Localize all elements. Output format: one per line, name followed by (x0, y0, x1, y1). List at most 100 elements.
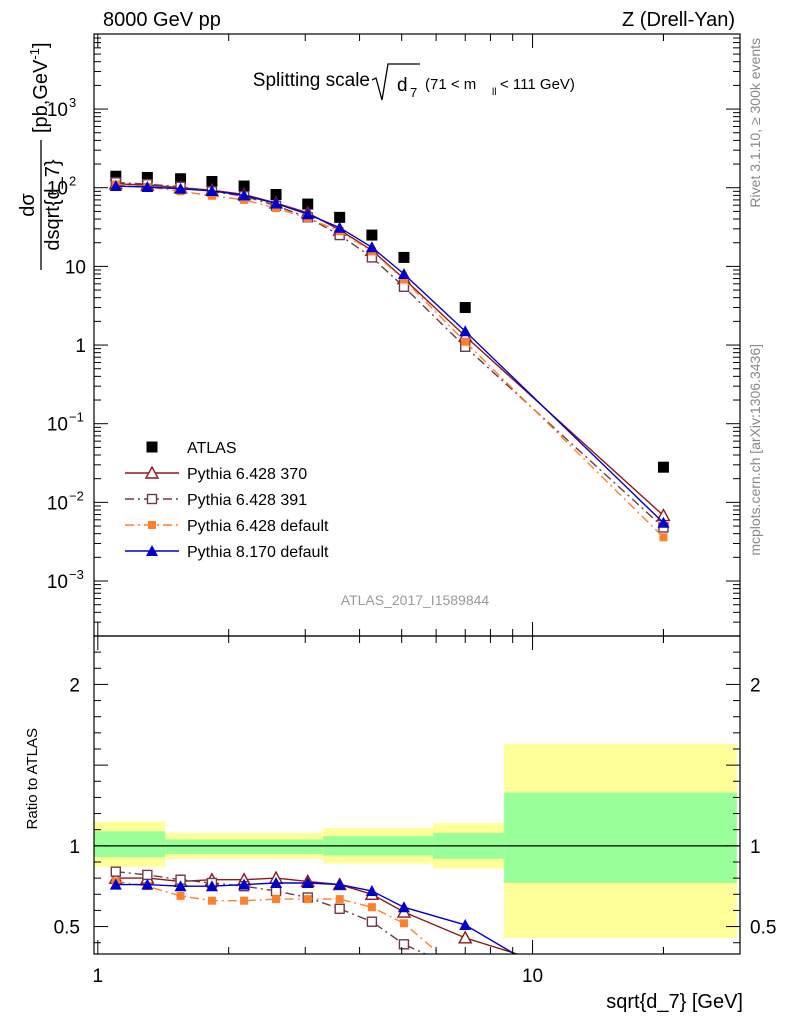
point-atlas-7 (334, 211, 346, 223)
xlabel: sqrt{d_7} [GeV] (606, 991, 743, 1013)
point-py8def-3 (205, 184, 218, 196)
ratio-point-py8def-0 (109, 878, 122, 890)
main-ytick-exp-0: −3 (69, 567, 84, 582)
main-ytick-label-2: 10 (47, 415, 68, 436)
point-py8def-6 (301, 208, 314, 220)
title-sqrt-sub: 7 (410, 85, 417, 100)
series-line-py370 (115, 183, 664, 517)
ratio-point-py8def-4 (238, 878, 251, 890)
ratio-axes: 1 10 0.5 0.5 1 1 2 2 (54, 635, 776, 987)
legend-marker-atlas (146, 441, 158, 453)
main-series-layer (108, 170, 671, 542)
point-py8def-0 (109, 180, 122, 192)
point-py8def-7 (333, 221, 346, 233)
point-py8def-5 (270, 197, 283, 209)
ratio-ytick-label-right-1: 1 (750, 837, 761, 858)
ratio-ytick-label-left-2: 2 (69, 675, 80, 696)
ratio-series-py370 (108, 870, 520, 954)
legend-label-py8def: Pythia 8.170 default (187, 544, 329, 561)
title-cut-open: (71 < m (425, 76, 476, 93)
series-line-py8def (115, 185, 664, 524)
legend: ATLAS Pythia 6.428 370 Pythia 6.428 391 Pyt… (125, 440, 329, 561)
point-atlas-0 (110, 170, 122, 182)
ratio-point-py8def-2 (174, 880, 187, 892)
point-py8def-4 (238, 189, 251, 201)
mcplots-label: mcplots.cern.ch [arXiv:1306.3436] (747, 344, 763, 556)
ratio-point-py8def-9 (397, 901, 410, 913)
point-atlas-2 (175, 173, 187, 185)
ratio-point-py8def-3 (205, 880, 218, 892)
ratio-point-py6def-3 (207, 896, 216, 905)
main-ytick-label-5: 10 (47, 179, 68, 200)
ylabel-unit-sup: -1 (27, 48, 42, 60)
point-py8def-1 (141, 181, 154, 193)
ratio-ytick-label-left-0: 0.5 (54, 918, 80, 939)
ratio-point-py6def-4 (240, 896, 249, 905)
point-atlas-9 (398, 251, 410, 263)
legend-item-py370: Pythia 6.428 370 (125, 465, 307, 483)
ratio-point-py6def-9 (399, 919, 408, 928)
series-py6def (111, 180, 668, 542)
ratio-line-py8def (115, 882, 517, 954)
ratio-band-inner-4 (504, 792, 737, 883)
ratio-point-py8def-1 (141, 878, 154, 890)
title-cut-close: < 111 GeV) (500, 76, 575, 93)
point-py8def-10 (459, 325, 472, 337)
plot-title: Splitting scale d 7 (71 < m ll < 111 GeV… (253, 63, 575, 101)
legend-label-py391: Pythia 6.428 391 (187, 492, 307, 509)
main-ytick-label-4: 10 (65, 257, 86, 278)
legend-item-atlas: ATLAS (146, 440, 237, 457)
main-ytick-label-3: 1 (75, 336, 86, 357)
series-line-py6def (115, 183, 664, 538)
point-atlas-6 (302, 198, 314, 210)
point-py8def-9 (397, 268, 410, 280)
point-py6def-9 (399, 275, 408, 284)
ratio-point-py6def-7 (335, 895, 344, 904)
title-cut-sub: ll (492, 87, 496, 98)
point-atlas-4 (238, 180, 250, 192)
ylabel-unit: [pb,GeV-1] (27, 42, 52, 133)
ratio-bands (94, 744, 740, 938)
legend-label-atlas: ATLAS (187, 440, 237, 457)
ratio-point-py391-1 (142, 869, 153, 881)
legend-label-py6def: Pythia 6.428 default (187, 518, 329, 535)
ratio-point-py8def-7 (333, 878, 346, 890)
ratio-series-layer (108, 866, 520, 954)
ratio-point-py370-10 (458, 930, 473, 944)
point-atlas-8 (366, 229, 378, 241)
ratio-point-py6def-2 (176, 891, 185, 900)
main-ytick-exp-6: 3 (69, 95, 76, 110)
legend-item-py8def: Pythia 8.170 default (125, 544, 329, 561)
series-atlas (110, 170, 669, 473)
sqrt-sign (371, 63, 420, 101)
ylabel-unit-close: ] (30, 42, 52, 48)
ratio-point-py6def-8 (367, 903, 376, 912)
ratio-point-py391-9 (398, 939, 410, 950)
ratio-ytick-label-right-0: 0.5 (750, 918, 776, 939)
ylabel-unit-main: [pb,GeV (30, 59, 52, 133)
ratio-line-py370 (115, 877, 520, 954)
rivet-label: Rivet 3.1.10, ≥ 300k events (747, 38, 763, 208)
ratio-point-py8def-8 (365, 885, 378, 897)
ratio-point-py391-7 (334, 903, 345, 915)
ratio-ylabel: Ratio to ATLAS (24, 728, 41, 829)
point-py6def-10 (461, 337, 470, 346)
header-right: Z (Drell-Yan) (622, 9, 735, 31)
ratio-ytick-label-right-2: 2 (750, 675, 761, 696)
legend-label-py370: Pythia 6.428 370 (187, 466, 307, 483)
legend-item-py391: Pythia 6.428 391 (125, 492, 307, 509)
ratio-point-py8def-10 (459, 918, 472, 930)
point-atlas-3 (206, 175, 218, 187)
point-atlas-10 (459, 302, 471, 314)
main-ytick-label-1: 10 (47, 493, 68, 514)
watermark: ATLAS_2017_I1589844 (341, 592, 490, 608)
series-py8def (109, 180, 670, 528)
point-py6def-11 (659, 533, 668, 542)
ratio-point-py6def-5 (272, 895, 281, 904)
main-ytick-exp-1: −2 (69, 488, 84, 503)
legend-marker-py391 (146, 493, 158, 505)
ratio-point-py8def-5 (270, 876, 283, 888)
point-atlas-5 (270, 188, 282, 200)
ratio-point-py391-8 (366, 916, 378, 927)
